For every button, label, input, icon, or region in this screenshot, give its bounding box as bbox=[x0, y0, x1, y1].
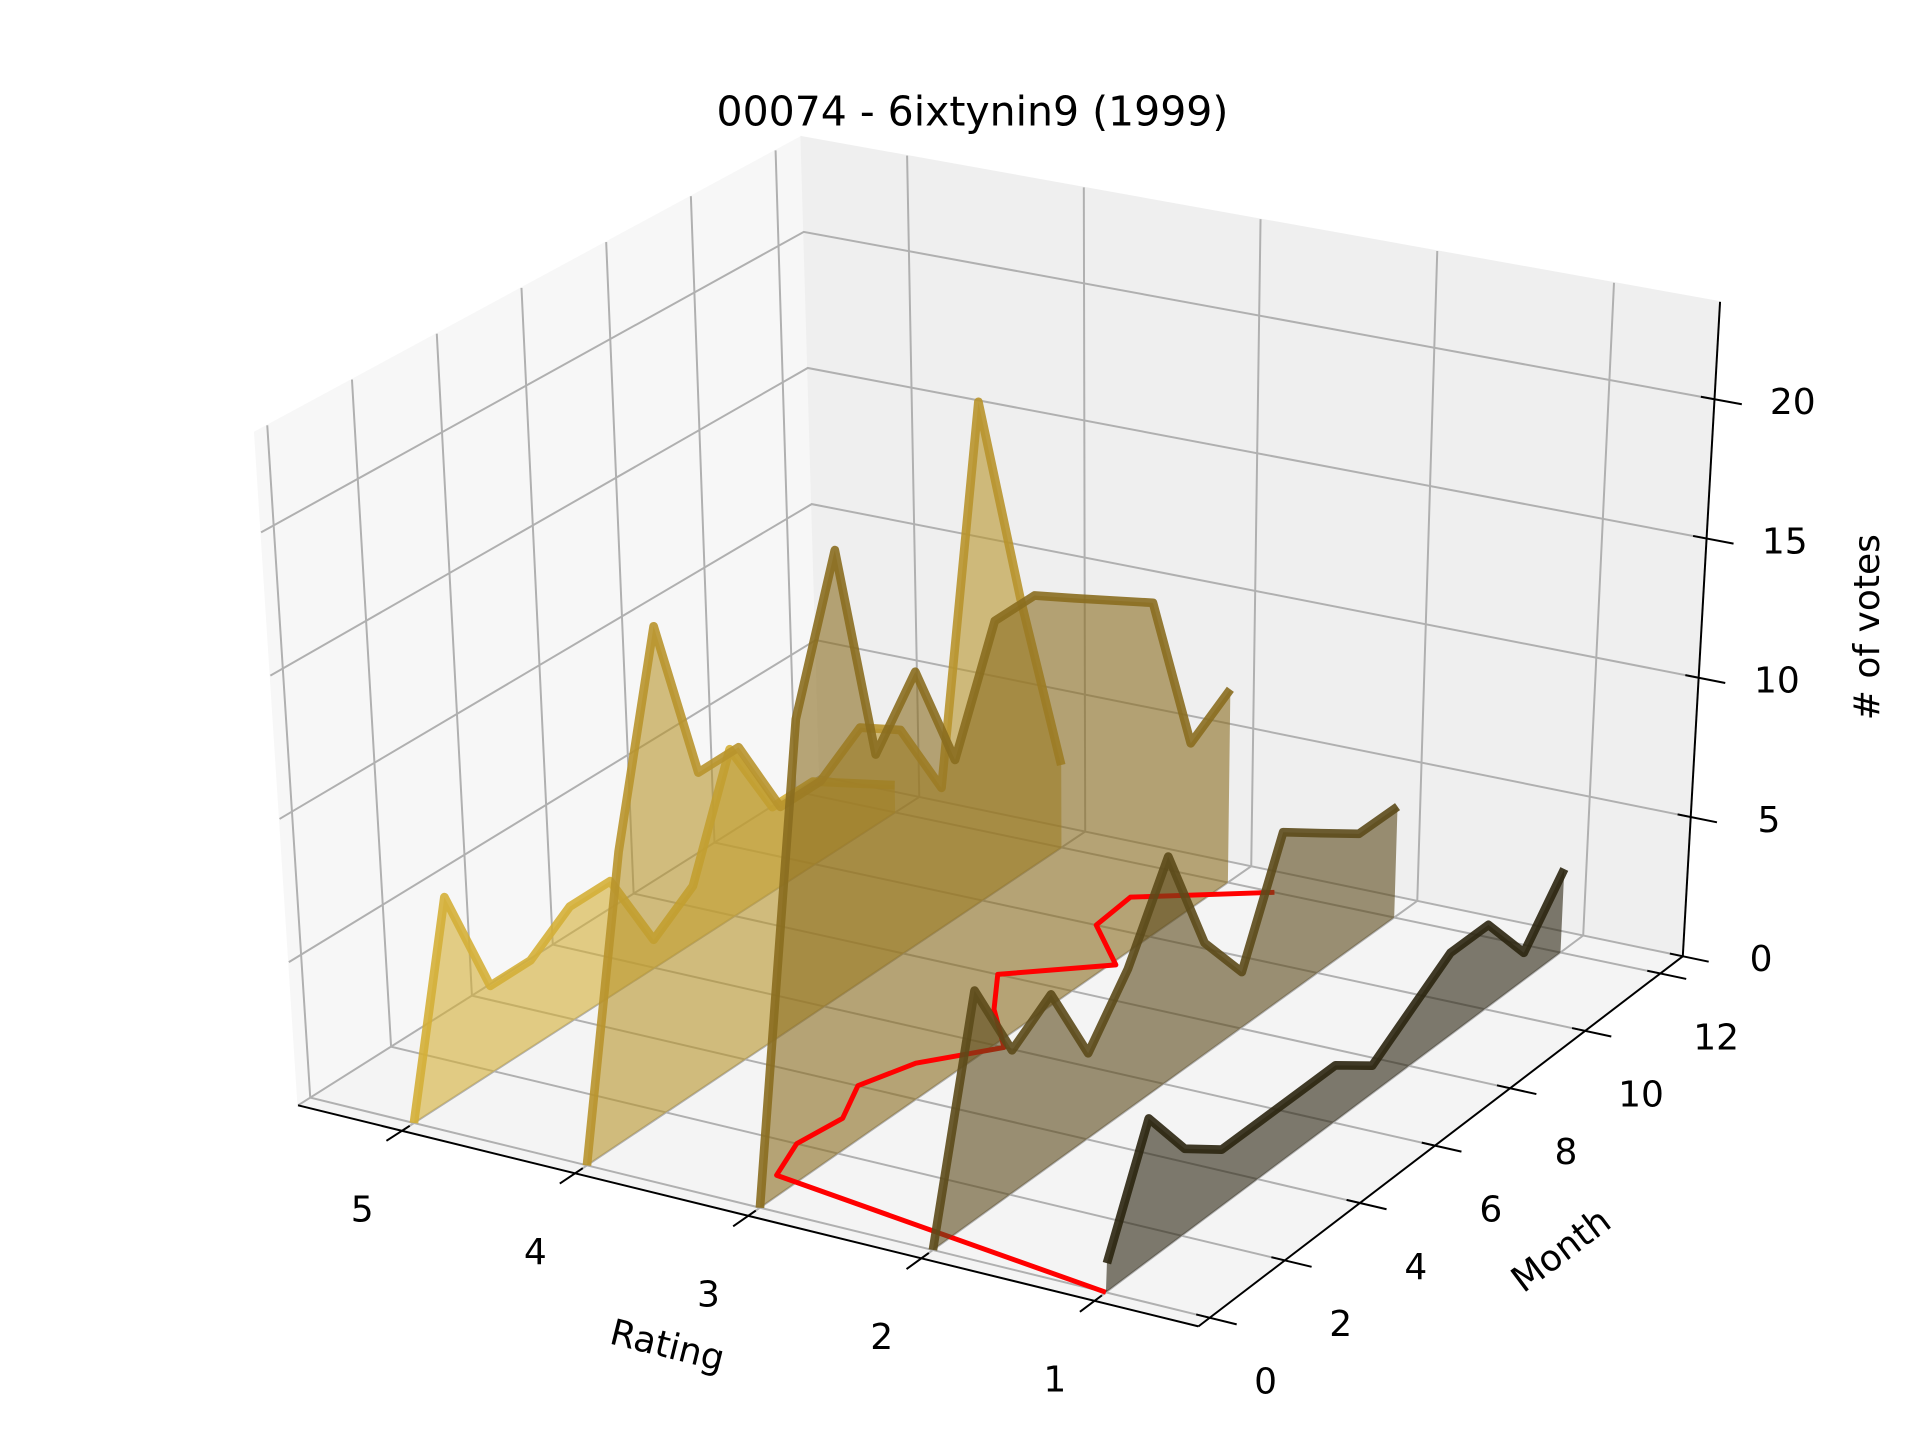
y-tick bbox=[1647, 969, 1687, 980]
y-tick bbox=[1421, 1141, 1462, 1153]
z-tick bbox=[1669, 952, 1709, 963]
y-tick-label: 0 bbox=[1254, 1362, 1277, 1403]
x-tick-label: 4 bbox=[524, 1232, 547, 1273]
y-axis-label: Month bbox=[1504, 1200, 1619, 1301]
grid-line bbox=[279, 503, 1699, 820]
z-tick-label: 20 bbox=[1770, 382, 1816, 423]
line bbox=[755, 545, 1234, 1209]
z-tick-label: 5 bbox=[1758, 800, 1781, 841]
z-tick bbox=[1700, 395, 1743, 406]
z-tick bbox=[1685, 674, 1726, 684]
y-tick bbox=[1195, 1313, 1237, 1326]
x-tick bbox=[1079, 1294, 1103, 1313]
y-axis-line bbox=[1197, 955, 1684, 1328]
x-tick bbox=[385, 1124, 411, 1142]
y-tick-label: 4 bbox=[1404, 1247, 1427, 1288]
area bbox=[759, 550, 1231, 1208]
y-tick-label: 12 bbox=[1693, 1017, 1739, 1058]
grid-line bbox=[260, 230, 1715, 534]
x-tick bbox=[905, 1252, 930, 1270]
z-axis-line bbox=[1681, 301, 1722, 957]
x-tick-label: 5 bbox=[351, 1190, 374, 1231]
x-axis-line bbox=[297, 1104, 1199, 1328]
x-tick-label: 1 bbox=[1043, 1360, 1066, 1401]
y-tick bbox=[1271, 1256, 1312, 1268]
z-tick-label: 0 bbox=[1750, 939, 1773, 980]
y-tick-label: 6 bbox=[1479, 1189, 1502, 1230]
z-tick-label: 15 bbox=[1762, 521, 1808, 562]
y-tick bbox=[1496, 1084, 1537, 1096]
chart-title: 00074 - 6ixtynin9 (1999) bbox=[717, 87, 1229, 135]
marks bbox=[409, 397, 1569, 1295]
line bbox=[1102, 867, 1569, 1265]
z-tick bbox=[1692, 534, 1734, 545]
y-tick-label: 2 bbox=[1329, 1304, 1352, 1345]
y-tick-label: 10 bbox=[1618, 1075, 1664, 1116]
z-tick bbox=[1677, 813, 1718, 824]
z-axis-label: # of votes bbox=[1847, 534, 1888, 720]
x-tick-label: 2 bbox=[870, 1317, 893, 1358]
x-tick bbox=[732, 1209, 757, 1228]
x-axis-label: Rating bbox=[606, 1312, 729, 1380]
x-tick-label: 3 bbox=[697, 1275, 720, 1316]
line bbox=[928, 803, 1401, 1251]
area bbox=[932, 806, 1398, 1250]
y-tick bbox=[1571, 1027, 1612, 1038]
grid-line bbox=[269, 366, 1707, 677]
z-tick-label: 10 bbox=[1754, 661, 1800, 702]
area bbox=[1105, 868, 1565, 1293]
x-tick bbox=[559, 1167, 584, 1185]
y-tick bbox=[1346, 1198, 1387, 1211]
y-tick-label: 8 bbox=[1555, 1132, 1578, 1173]
